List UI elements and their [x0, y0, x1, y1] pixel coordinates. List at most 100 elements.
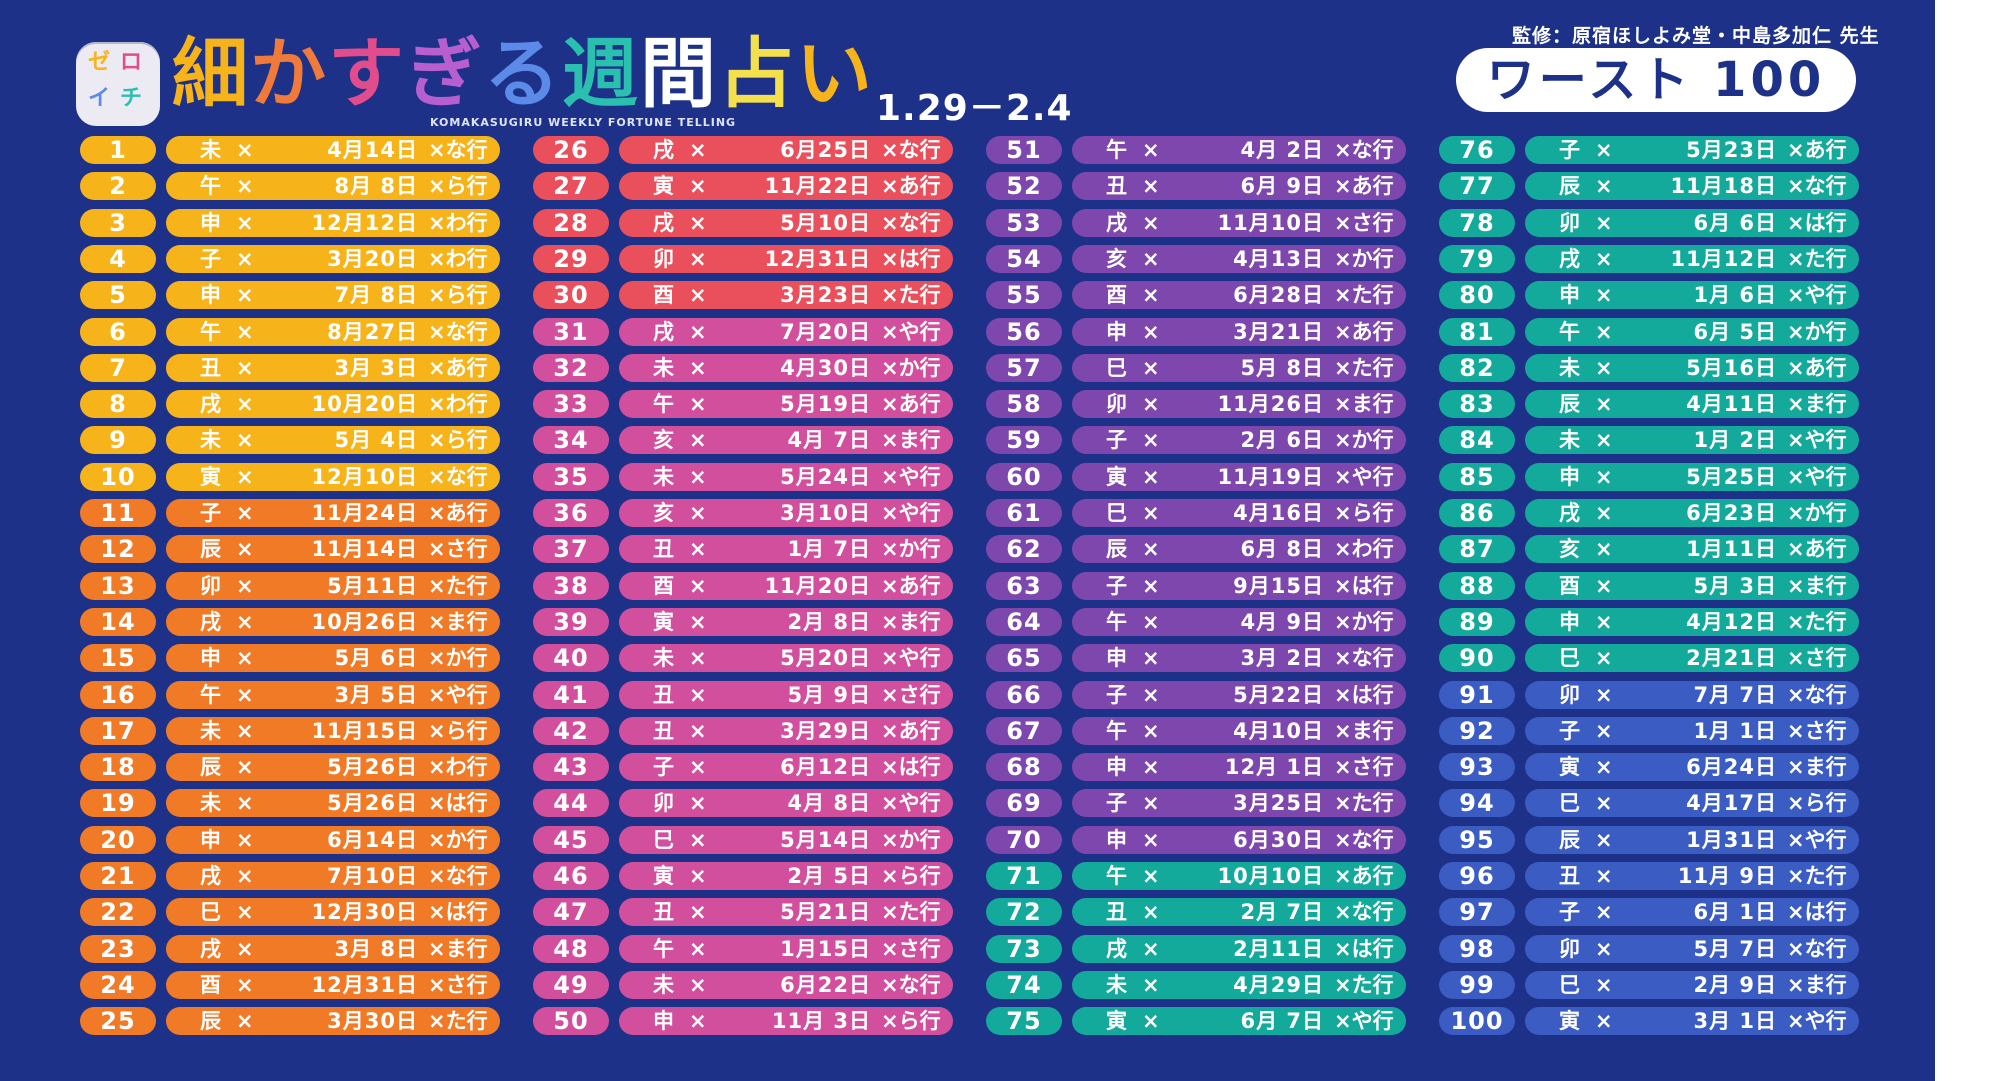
fortune-entry: 卯 × 4月 8日 ×や行 [619, 789, 953, 818]
rank-number: 17 [80, 716, 156, 745]
birth-date: 6月 6日 [1693, 210, 1777, 235]
rank-number: 22 [80, 898, 156, 927]
zodiac-sign: 未 [200, 718, 221, 743]
birth-date: 10月10日 [1217, 864, 1324, 888]
rank-number: 10 [80, 462, 156, 491]
zodiac-sign: 丑 [1559, 864, 1580, 888]
rank-number: 60 [986, 462, 1062, 491]
times-sign: × [236, 573, 254, 598]
birth-date: 5月26日 [327, 755, 418, 780]
birth-date: 5月22日 [1233, 682, 1324, 707]
rank-number: 73 [986, 934, 1062, 963]
times-sign: × [1595, 791, 1613, 816]
zodiac-sign: 戌 [653, 138, 674, 162]
birth-date: 5月16日 [1686, 355, 1777, 380]
name-row: ×か行 [428, 646, 488, 671]
fortune-entry: 巳 × 2月21日 ×さ行 [1525, 644, 1859, 673]
zodiac-sign: 寅 [1559, 755, 1580, 780]
rank-number: 25 [80, 1007, 156, 1036]
rank-number: 54 [986, 244, 1062, 273]
times-sign: × [1595, 464, 1613, 489]
times-sign: × [1595, 1009, 1613, 1034]
times-sign: × [689, 392, 707, 417]
birth-date: 2月 6日 [1240, 428, 1324, 453]
birth-date: 12月10日 [311, 464, 418, 489]
rank-number: 99 [1439, 970, 1515, 999]
birth-date: 11月10日 [1217, 210, 1324, 235]
times-sign: × [689, 573, 707, 598]
zodiac-sign: 戌 [1106, 936, 1127, 961]
zodiac-sign: 巳 [1559, 646, 1580, 671]
times-sign: × [1142, 609, 1160, 634]
zodiac-sign: 申 [1106, 319, 1127, 344]
zodiac-sign: 亥 [1106, 246, 1127, 271]
rank-number: 65 [986, 644, 1062, 673]
name-row: ×あ行 [1787, 138, 1847, 162]
birth-date: 5月20日 [780, 646, 871, 671]
title-char: 細 [172, 29, 250, 118]
fortune-entry: 辰 × 11月14日 ×さ行 [166, 535, 500, 564]
times-sign: × [689, 319, 707, 344]
name-row: ×ら行 [1787, 791, 1847, 816]
rank-number: 97 [1439, 898, 1515, 927]
fortune-entry: 午 × 4月 9日 ×か行 [1072, 607, 1406, 636]
times-sign: × [236, 864, 254, 888]
zodiac-sign: 申 [653, 1009, 674, 1034]
zodiac-sign: 亥 [653, 428, 674, 453]
fortune-entry: 亥 × 3月10日 ×や行 [619, 499, 953, 527]
rank-number: 13 [80, 571, 156, 600]
rank-number: 94 [1439, 789, 1515, 818]
zodiac-sign: 卯 [1559, 936, 1580, 961]
fortune-entry: 辰 × 4月11日 ×ま行 [1525, 390, 1859, 419]
times-sign: × [1142, 791, 1160, 816]
times-sign: × [1595, 646, 1613, 671]
zodiac-sign: 辰 [200, 537, 221, 562]
times-sign: × [1142, 174, 1160, 199]
birth-date: 4月 8日 [787, 791, 871, 816]
zodiac-sign: 子 [1559, 900, 1580, 925]
name-row: ×ら行 [428, 283, 488, 308]
fortune-entry: 子 × 5月23日 ×あ行 [1525, 136, 1859, 164]
fortune-entry: 未 × 1月 2日 ×や行 [1525, 426, 1859, 455]
birth-date: 10月26日 [311, 609, 418, 634]
rank-number: 42 [533, 716, 609, 745]
birth-date: 4月12日 [1686, 609, 1777, 634]
times-sign: × [1142, 1009, 1160, 1034]
fortune-entry: 酉 × 3月23日 ×た行 [619, 281, 953, 310]
fortune-entry: 亥 × 1月11日 ×あ行 [1525, 535, 1859, 564]
birth-date: 5月 8日 [1240, 355, 1324, 380]
rank-number: 82 [1439, 353, 1515, 382]
zodiac-sign: 午 [1106, 864, 1127, 888]
fortune-entry: 子 × 11月24日 ×あ行 [166, 499, 500, 527]
times-sign: × [1595, 864, 1613, 888]
fortune-entry: 寅 × 6月 7日 ×や行 [1072, 1007, 1406, 1036]
times-sign: × [236, 827, 254, 852]
zodiac-sign: 子 [1106, 428, 1127, 453]
name-row: ×な行 [881, 972, 941, 997]
zodiac-sign: 辰 [1106, 537, 1127, 562]
name-row: ×さ行 [1787, 718, 1847, 743]
fortune-entry: 未 × 4月30日 ×か行 [619, 353, 953, 382]
rank-number: 56 [986, 317, 1062, 346]
times-sign: × [689, 1009, 707, 1034]
name-row: ×ま行 [1334, 392, 1394, 417]
birth-date: 2月21日 [1686, 646, 1777, 671]
times-sign: × [236, 501, 254, 525]
times-sign: × [1142, 355, 1160, 380]
name-row: ×さ行 [1787, 646, 1847, 671]
birth-date: 12月31日 [764, 246, 871, 271]
name-row: ×か行 [1334, 428, 1394, 453]
times-sign: × [1595, 283, 1613, 308]
zodiac-sign: 未 [653, 355, 674, 380]
title-char: 週 [562, 29, 640, 118]
name-row: ×は行 [1334, 573, 1394, 598]
rank-number: 55 [986, 281, 1062, 310]
rank-number: 63 [986, 571, 1062, 600]
birth-date: 11月 9日 [1677, 864, 1777, 888]
name-row: ×な行 [428, 319, 488, 344]
birth-date: 11月22日 [764, 174, 871, 199]
fortune-entry: 申 × 12月 1日 ×さ行 [1072, 753, 1406, 782]
times-sign: × [689, 791, 707, 816]
name-row: ×ら行 [1334, 501, 1394, 525]
name-row: ×た行 [1334, 283, 1394, 308]
